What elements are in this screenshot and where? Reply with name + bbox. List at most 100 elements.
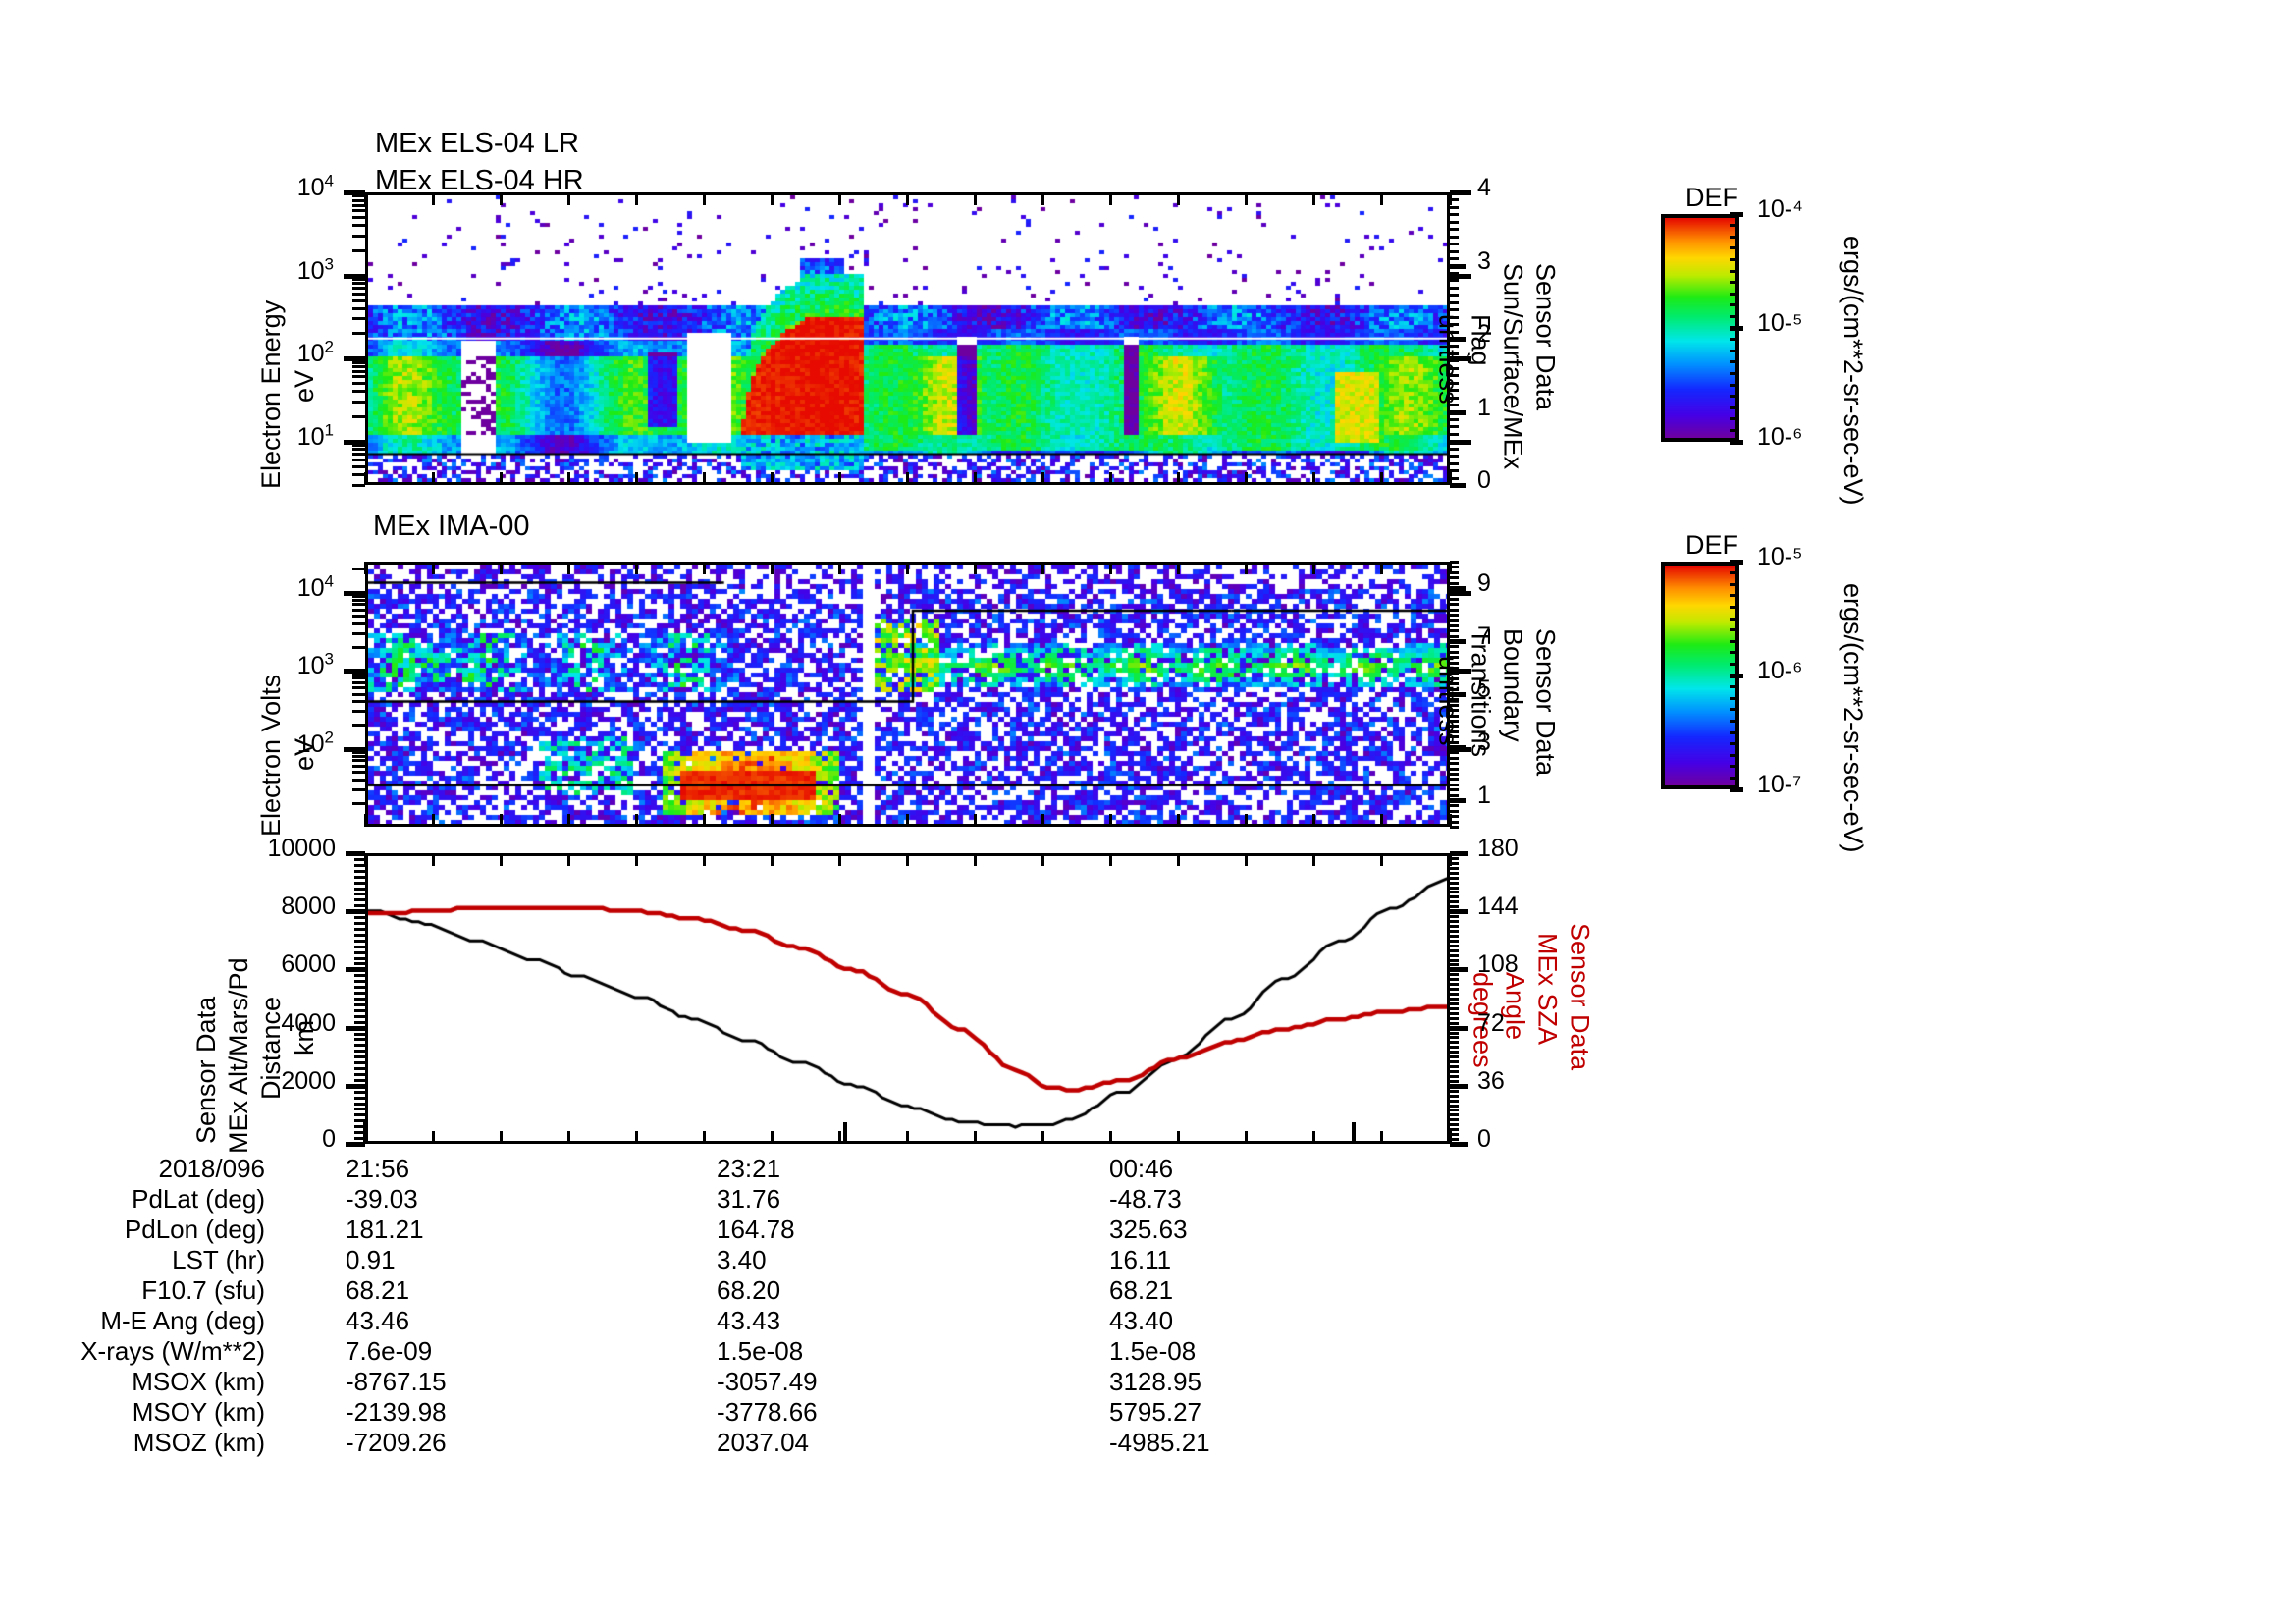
- table-cell: 00:46: [1109, 1154, 1174, 1183]
- panel2-right-tick-minor: [1450, 826, 1459, 829]
- colorbar2-ticklabel-2: 10-⁷: [1757, 771, 1802, 798]
- table-cell: -7209.26: [346, 1428, 447, 1457]
- panel1-ytick-minor: [352, 360, 365, 364]
- colorbar1-gradient[interactable]: [1661, 214, 1739, 442]
- colorbar1-ticklabel-1: 10-⁵: [1757, 309, 1803, 337]
- panel3-right-tick-minor: [1450, 1104, 1459, 1108]
- panel2-ytick-minor: [352, 680, 365, 684]
- colorbar1-ticklabel-0: 10-⁴: [1757, 195, 1803, 223]
- panel1-right-tick-minor: [1450, 220, 1459, 224]
- panel1-right-tick-minor: [1450, 455, 1459, 459]
- panel3-left-tick-minor: [354, 1090, 365, 1094]
- panel2-ytick-label-0: 104: [296, 571, 334, 602]
- panel2-ytick-minor: [352, 750, 365, 754]
- panel1-left-axis-unit: eV: [290, 369, 319, 403]
- panel2-ytick-minor: [352, 598, 365, 602]
- table-cell: -4985.21: [1109, 1428, 1210, 1457]
- table-cell: 68.21: [1109, 1275, 1174, 1305]
- panel2-right-tick-minor: [1450, 581, 1459, 585]
- panel1-left-axis-title: Electron Energy: [256, 299, 286, 489]
- panel2-right-tick-minor: [1450, 561, 1459, 564]
- panel3-plot-frame[interactable]: [365, 853, 1450, 1144]
- panel3-left-tick-minor: [354, 927, 365, 931]
- table-cell: 3.40: [717, 1245, 767, 1274]
- panel3-left-ticklabel-4: 2000: [281, 1066, 336, 1095]
- panel1-right-tick-minor: [1450, 300, 1459, 304]
- panel1-plot-frame[interactable]: [365, 192, 1450, 485]
- panel2-right-tick-minor: [1450, 576, 1459, 580]
- panel3-right-tick-minor: [1450, 1026, 1459, 1030]
- panel3-left-tick-minor: [354, 1102, 365, 1106]
- panel2-ytick-minor: [352, 568, 365, 571]
- panel2-right-axis-sub2: Transitions: [1466, 628, 1496, 758]
- panel3-right-tick-minor: [1450, 934, 1459, 938]
- panel2-right-tick-minor: [1450, 566, 1459, 569]
- panel2-right-tick-9: [1450, 586, 1466, 591]
- panel3-left-tick-minor: [354, 933, 365, 937]
- panel2-right-tick-minor: [1450, 640, 1459, 643]
- table-cell: 43.46: [346, 1306, 410, 1335]
- table-date-label: 2018/096: [158, 1154, 265, 1183]
- panel2-ytick-minor: [352, 764, 365, 768]
- panel1-right-tick-minor: [1450, 308, 1459, 312]
- panel2-right-tick-minor: [1450, 799, 1459, 802]
- panel2-ytick-minor: [352, 673, 365, 676]
- panel1-right-tick-minor: [1450, 191, 1459, 194]
- panel3-left-tick-minor: [354, 910, 365, 914]
- table-cell: 5795.27: [1109, 1397, 1201, 1427]
- table-cell: 325.63: [1109, 1215, 1188, 1244]
- panel3-left-tick-minor: [354, 1050, 365, 1054]
- panel3-line-canvas[interactable]: [368, 856, 1447, 1141]
- panel1-ytick-minor: [352, 464, 365, 468]
- panel3-right-tick-minor: [1450, 1051, 1459, 1055]
- panel2-spectrogram-canvas[interactable]: [368, 565, 1447, 824]
- panel3-right-tick-1: [1450, 909, 1468, 915]
- panel1-ytick-minor: [352, 332, 365, 336]
- panel3-right-tick-minor: [1450, 891, 1459, 894]
- panel1-spectrogram-canvas[interactable]: [368, 195, 1447, 482]
- panel3-left-tick-minor: [354, 1032, 365, 1036]
- panel3-right-tick-minor: [1450, 978, 1459, 982]
- panel3-right-tick-5: [1450, 1142, 1468, 1147]
- panel2-ytick-major-1: [344, 669, 365, 675]
- panel3-right-tick-minor: [1450, 1138, 1459, 1142]
- panel3-right-tick-minor: [1450, 1016, 1459, 1020]
- panel2-ytick-minor: [352, 594, 365, 598]
- panel1-ytick-major-right-1: [1450, 273, 1471, 279]
- panel2-right-tick-minor: [1450, 570, 1459, 574]
- panel1-right-axis-sub2: Flag: [1466, 314, 1496, 366]
- table-cell: 43.43: [717, 1306, 781, 1335]
- panel3-right-tick-2: [1450, 967, 1468, 973]
- table-cell: -2139.98: [346, 1397, 447, 1427]
- table-cell: 31.76: [717, 1184, 781, 1214]
- colorbar2-title: DEF: [1685, 530, 1738, 560]
- panel3-right-tick-minor: [1450, 1006, 1459, 1010]
- panel3-right-tick-minor: [1450, 1128, 1459, 1132]
- table-row-label: MSOZ (km): [133, 1428, 265, 1457]
- panel2-right-axis-title: Sensor Data: [1530, 628, 1561, 777]
- panel1-ytick-minor: [352, 390, 365, 394]
- panel3-left-tick-minor: [354, 998, 365, 1001]
- panel2-right-tick-minor: [1450, 619, 1459, 622]
- panel3-right-tick-minor: [1450, 1060, 1459, 1064]
- panel3-left-tick-minor: [354, 1038, 365, 1042]
- colorbar2-gradient[interactable]: [1661, 562, 1739, 789]
- panel3-left-tick-minor: [354, 962, 365, 966]
- panel1-right-ticklabel-3: 3: [1477, 246, 1491, 275]
- panel3-right-tick-minor: [1450, 852, 1459, 855]
- panel3-left-tick-5: [346, 1142, 365, 1147]
- panel2-right-tick-minor: [1450, 809, 1459, 813]
- panel2-left-axis-title: Electron Volts: [256, 674, 286, 837]
- panel2-ytick-minor: [352, 676, 365, 680]
- panel1-ytick-minor: [352, 382, 365, 386]
- panel2-right-ticklabel-9: 9: [1477, 569, 1491, 597]
- panel3-left-tick-minor: [354, 1055, 365, 1059]
- panel2-plot-frame[interactable]: [365, 562, 1450, 827]
- panel2-right-axis-sub1: Boundary: [1498, 628, 1528, 742]
- panel3-right-ticklabel-0: 180: [1477, 835, 1519, 862]
- panel3-left-tick-minor: [354, 1143, 365, 1146]
- panel3-left-tick-minor: [354, 1072, 365, 1076]
- panel3-left-tick-minor: [354, 898, 365, 902]
- panel1-ytick-minor: [352, 306, 365, 310]
- panel1-right-axis-unit: unitless: [1433, 314, 1464, 405]
